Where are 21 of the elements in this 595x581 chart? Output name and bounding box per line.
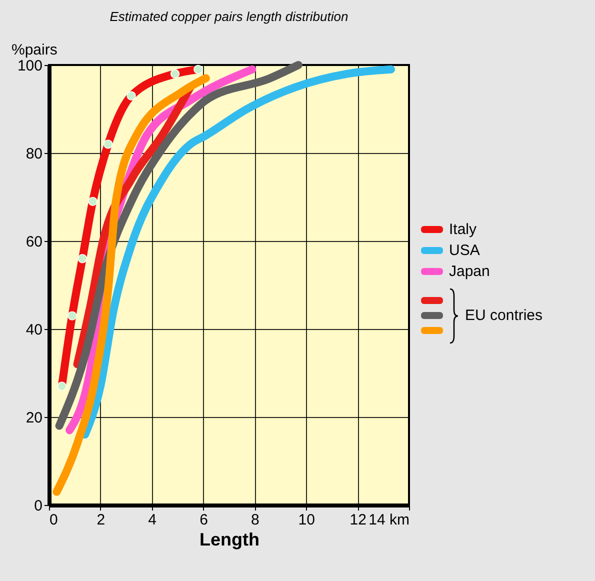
y-tick-label: 0 <box>34 498 42 514</box>
x-tick-label: 14 km <box>368 512 410 528</box>
chart-title: Estimated copper pairs length distribution <box>110 9 348 24</box>
x-tick-label: 4 <box>148 512 157 528</box>
legend-label: Japan <box>449 262 490 280</box>
x-tick-label: 0 <box>50 512 58 528</box>
x-tick-label: 8 <box>251 512 260 528</box>
legend-label: USA <box>449 242 480 258</box>
y-tick-label: 80 <box>26 146 42 162</box>
x-tick-label: 12 <box>350 512 366 528</box>
x-axis-title: Length <box>200 530 260 550</box>
legend-label: Italy <box>449 220 477 238</box>
y-tick-label: 40 <box>26 322 42 338</box>
text: EU contries <box>465 307 543 324</box>
y-tick-label: 60 <box>26 234 42 250</box>
y-axis-title: %pairs <box>12 42 58 58</box>
y-tick-label: 100 <box>17 58 42 74</box>
x-tick-label: 2 <box>96 512 106 528</box>
y-tick-label: 20 <box>26 410 42 426</box>
x-tick-label: 10 <box>298 512 315 528</box>
x-tick-label: 6 <box>200 512 208 528</box>
